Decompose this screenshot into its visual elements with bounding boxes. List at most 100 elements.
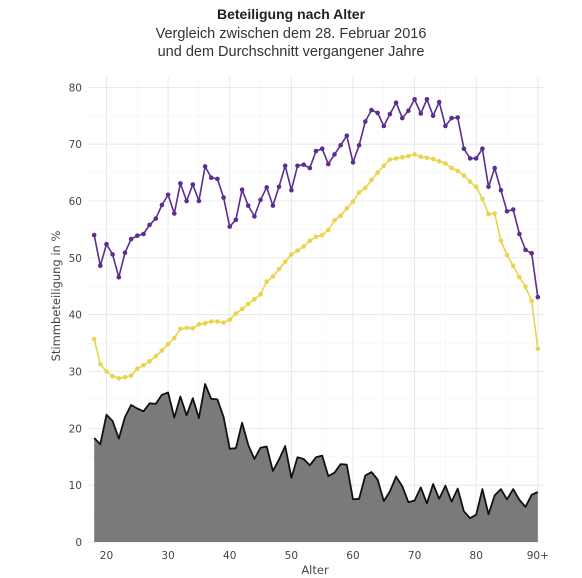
series-1-point <box>282 163 288 169</box>
series-2-point <box>227 317 232 323</box>
y-axis-label: Stimmbeteiligung in % <box>49 231 63 362</box>
series-2-point <box>190 326 196 331</box>
series-2-point <box>393 156 399 161</box>
series-1-point <box>147 222 152 228</box>
series-2-point <box>418 154 424 159</box>
series-1-point <box>406 108 411 113</box>
series-1-point <box>252 214 257 219</box>
y-tick-label: 0 <box>75 537 82 549</box>
series-1-point <box>178 181 183 186</box>
series-1-point <box>387 111 393 117</box>
series-1-point <box>258 197 263 203</box>
series-1-point <box>535 294 541 300</box>
series-1-point <box>215 176 220 182</box>
series-2-point <box>98 361 103 367</box>
series-2-point <box>430 156 436 162</box>
series-1-point <box>184 198 189 204</box>
series-2-point <box>221 320 226 325</box>
series-3-area <box>94 384 538 542</box>
series-2-point <box>289 252 294 257</box>
series-1-point <box>295 163 300 169</box>
series-2-point <box>215 319 220 324</box>
x-tick-label: 20 <box>100 550 113 562</box>
series-2-point <box>307 238 313 244</box>
series-1-point <box>122 250 128 255</box>
series-1-point <box>319 146 325 151</box>
series-1-point <box>128 236 134 242</box>
series-1-point <box>369 107 374 113</box>
series-2-point <box>326 227 331 233</box>
series-2-point <box>239 306 245 312</box>
series-2-point <box>178 326 183 332</box>
series-1-point <box>233 217 239 223</box>
series-1-point <box>424 97 430 102</box>
chart-subtitle-line-1: Vergleich zwischen dem 28. Februar 2016 <box>156 26 427 42</box>
series-2-point <box>443 161 448 166</box>
series-2-point <box>535 346 541 352</box>
series-1-point <box>165 192 171 198</box>
series-1-point <box>326 161 331 167</box>
x-tick-label: 90+ <box>527 550 549 562</box>
series-1-point <box>492 165 498 171</box>
series-1-point <box>172 211 177 216</box>
series-1-point <box>159 202 165 208</box>
series-2-point <box>110 373 115 379</box>
series-1-point <box>91 232 97 238</box>
series-1-point <box>400 115 405 121</box>
series-1-point <box>430 113 436 119</box>
series-1-point <box>153 216 159 221</box>
series-1-line <box>93 98 539 298</box>
chart-subtitle-line-2: und dem Durchschnitt vergangener Jahre <box>158 44 425 60</box>
series-2-point <box>412 152 417 157</box>
y-tick-label: 20 <box>69 423 82 435</box>
series-2-point <box>424 155 430 161</box>
y-tick-label: 60 <box>69 196 82 208</box>
series-1-point <box>338 143 343 148</box>
series-2-point <box>282 259 288 265</box>
series-2-point <box>467 179 473 184</box>
series-2-point <box>135 366 140 372</box>
series-1-point <box>344 133 350 138</box>
series-2-point <box>387 157 393 162</box>
series-1-point <box>313 148 319 154</box>
x-tick-label: 30 <box>161 550 174 562</box>
series-1-point <box>332 152 337 157</box>
area-layer <box>94 384 538 542</box>
series-1-point <box>418 111 424 116</box>
series-1-point <box>264 185 270 190</box>
series-2-point <box>202 320 208 326</box>
x-axis-label: Alter <box>301 563 329 577</box>
series-1-point <box>239 187 245 192</box>
series-2-point <box>473 184 479 190</box>
series-2-point <box>245 301 251 307</box>
series-2-point <box>252 297 257 302</box>
series-2-point <box>510 263 516 269</box>
x-tick-label: 40 <box>223 550 236 562</box>
series-2-point <box>523 284 528 290</box>
series-2-point <box>208 319 214 324</box>
series-2-point <box>369 177 374 183</box>
series-2-point <box>233 311 239 316</box>
y-tick-label: 50 <box>69 253 82 265</box>
series-1-point <box>461 146 467 151</box>
series-1-point <box>135 233 140 238</box>
series-1-point <box>208 175 214 180</box>
y-tick-label: 70 <box>69 139 82 151</box>
series-1-point <box>486 184 491 190</box>
series-2-point <box>184 325 189 331</box>
series-1-point <box>245 203 251 208</box>
series-1-point <box>375 110 380 116</box>
series-2-point <box>165 341 171 347</box>
series-2-point <box>449 165 454 171</box>
series-1-point <box>104 241 109 247</box>
series-1-point <box>116 274 122 280</box>
y-tick-label: 80 <box>69 82 82 94</box>
series-2-point <box>350 199 356 204</box>
series-2-point <box>301 244 307 249</box>
y-axis-ticks: 0 10 20 30 40 50 60 70 80 <box>69 82 82 549</box>
series-2-point <box>258 291 263 297</box>
y-tick-label: 30 <box>69 367 82 379</box>
series-2-point <box>91 336 97 342</box>
series-2-point <box>276 266 282 272</box>
